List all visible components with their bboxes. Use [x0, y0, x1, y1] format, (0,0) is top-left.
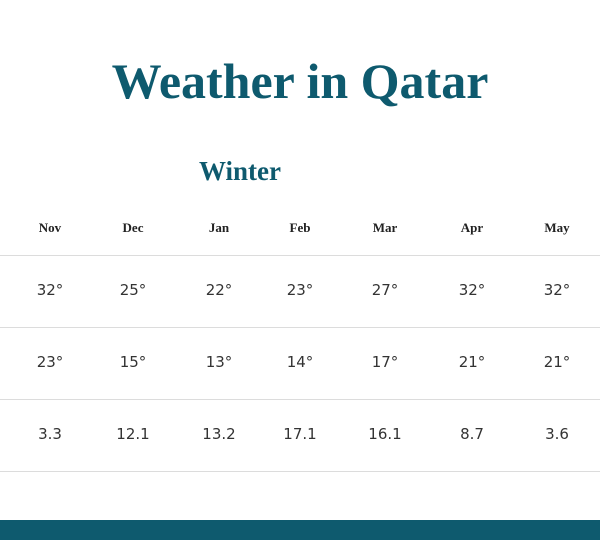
table-cell: 32°	[543, 281, 571, 299]
column-header: Dec	[122, 220, 144, 235]
table-cell: 25°	[119, 281, 147, 299]
column-header: Apr	[460, 220, 484, 235]
table-cell: 8.7	[460, 425, 484, 443]
footer-bar	[0, 520, 600, 540]
table-cell: 3.6	[545, 425, 569, 443]
page-title: Weather in Qatar	[111, 53, 489, 109]
table-cell: 21°	[458, 353, 486, 371]
section-title: Winter	[199, 156, 281, 186]
table-cell: 22°	[205, 281, 233, 299]
table-cell: 32°	[36, 281, 64, 299]
table-cell: 15°	[119, 353, 147, 371]
row-divider	[0, 399, 600, 400]
row-divider	[0, 327, 600, 328]
table-cell: 27°	[371, 281, 399, 299]
table-cell: 17.1	[283, 425, 317, 443]
table-cell: 32°	[458, 281, 486, 299]
column-header: Feb	[289, 220, 311, 235]
table-cell: 14°	[286, 353, 314, 371]
table-cell: 23°	[36, 353, 64, 371]
table-cell: 12.1	[116, 425, 150, 443]
table-cell: 21°	[543, 353, 571, 371]
row-divider	[0, 255, 600, 256]
column-header: Nov	[38, 220, 62, 235]
column-header: May	[544, 220, 570, 235]
column-header: Mar	[372, 220, 398, 235]
table-cell: 23°	[286, 281, 314, 299]
column-header: Jan	[208, 220, 230, 235]
table-cell: 13°	[205, 353, 233, 371]
table-cell: 3.3	[38, 425, 62, 443]
table-cell: 16.1	[368, 425, 402, 443]
table-cell: 13.2	[202, 425, 236, 443]
row-divider	[0, 471, 600, 472]
table-cell: 17°	[371, 353, 399, 371]
